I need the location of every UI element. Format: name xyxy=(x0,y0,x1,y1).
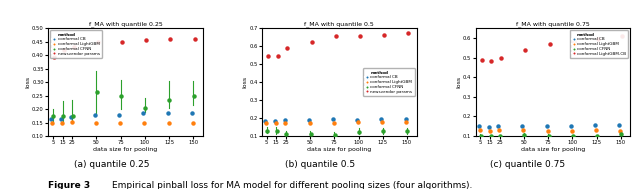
Text: (c) quantile 0.75: (c) quantile 0.75 xyxy=(490,160,566,169)
Legend: method, conformal CB, conformal LightGBM, conformal CFNN, newsvendor params: method, conformal CB, conformal LightGBM… xyxy=(363,68,415,96)
Legend: method, conformal CB, conformal LightGBM, conformal CFNN, conformal LightGBM-CB: method, conformal CB, conformal LightGBM… xyxy=(570,30,628,58)
Title: f_MA with quantile 0.25: f_MA with quantile 0.25 xyxy=(88,22,163,27)
X-axis label: data size for pooling: data size for pooling xyxy=(521,147,585,152)
Y-axis label: loss: loss xyxy=(243,76,248,88)
Y-axis label: loss: loss xyxy=(456,76,461,88)
Legend: method, conformal CB, conformal LightGBM, conformal CFNN, newsvendor params: method, conformal CB, conformal LightGBM… xyxy=(50,30,102,58)
Text: Figure 3: Figure 3 xyxy=(48,181,90,189)
Text: (b) quantile 0.5: (b) quantile 0.5 xyxy=(285,160,355,169)
Title: f_MA with quantile 0.75: f_MA with quantile 0.75 xyxy=(516,22,590,27)
Y-axis label: loss: loss xyxy=(26,76,31,88)
X-axis label: data size for pooling: data size for pooling xyxy=(307,147,371,152)
Title: f_MA with quantile 0.5: f_MA with quantile 0.5 xyxy=(305,22,374,27)
Text: (a) quantile 0.25: (a) quantile 0.25 xyxy=(74,160,150,169)
X-axis label: data size for pooling: data size for pooling xyxy=(93,147,157,152)
Text: Empirical pinball loss for MA model for different pooling sizes (four algorithms: Empirical pinball loss for MA model for … xyxy=(112,181,472,189)
